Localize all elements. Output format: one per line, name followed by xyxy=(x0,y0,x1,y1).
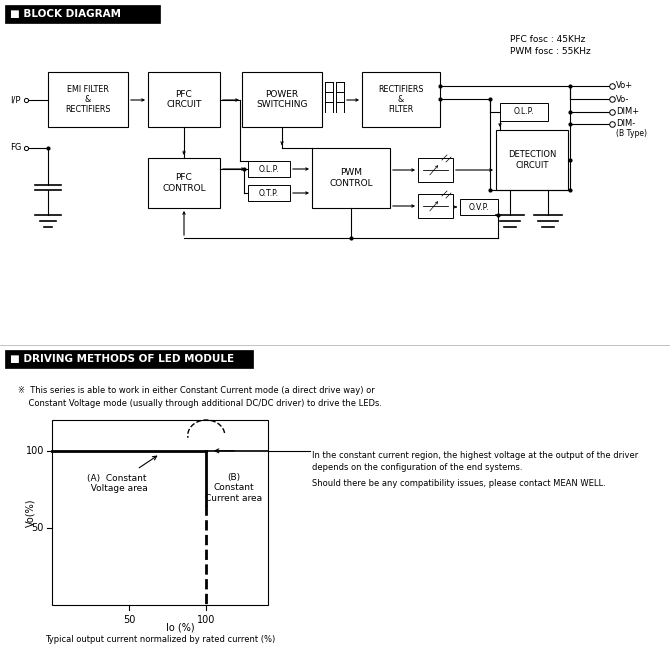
Text: 50: 50 xyxy=(123,615,135,625)
Bar xyxy=(148,72,220,127)
Text: PFC
CIRCUIT: PFC CIRCUIT xyxy=(166,90,202,109)
Text: O.T.P.: O.T.P. xyxy=(259,188,279,198)
Bar xyxy=(418,158,453,182)
Text: O.V.P.: O.V.P. xyxy=(469,202,489,212)
Text: Vo-: Vo- xyxy=(616,95,629,103)
Bar xyxy=(460,199,498,215)
Text: DIM+: DIM+ xyxy=(616,107,639,117)
Bar xyxy=(52,420,268,605)
Bar xyxy=(418,194,453,218)
Text: (B)
Constant
Current area: (B) Constant Current area xyxy=(206,473,263,503)
Text: PFC fosc : 45KHz: PFC fosc : 45KHz xyxy=(510,35,586,45)
Text: O.L.P.: O.L.P. xyxy=(259,165,279,174)
Text: (B Type): (B Type) xyxy=(616,129,647,139)
Bar xyxy=(500,103,548,121)
Text: depends on the configuration of the end systems.: depends on the configuration of the end … xyxy=(312,464,523,472)
Bar xyxy=(362,72,440,127)
Text: PWM
CONTROL: PWM CONTROL xyxy=(329,168,373,188)
Bar xyxy=(248,185,290,201)
Text: FG: FG xyxy=(10,143,21,153)
Text: ■ BLOCK DIAGRAM: ■ BLOCK DIAGRAM xyxy=(10,9,121,19)
Bar xyxy=(496,130,568,190)
Text: (A)  Constant
  Voltage area: (A) Constant Voltage area xyxy=(86,474,148,493)
Text: Io (%): Io (%) xyxy=(165,623,194,633)
Bar xyxy=(148,158,220,208)
Bar xyxy=(248,161,290,177)
Text: ■ DRIVING METHODS OF LED MODULE: ■ DRIVING METHODS OF LED MODULE xyxy=(10,354,234,364)
Text: 100: 100 xyxy=(197,615,216,625)
Text: Vo+: Vo+ xyxy=(616,81,633,91)
Text: DETECTION
CIRCUIT: DETECTION CIRCUIT xyxy=(508,151,556,170)
Text: POWER
SWITCHING: POWER SWITCHING xyxy=(256,90,308,109)
Text: In the constant current region, the highest voltage at the output of the driver: In the constant current region, the high… xyxy=(312,452,639,460)
Text: O.L.P.: O.L.P. xyxy=(514,107,534,117)
Text: Vo(%): Vo(%) xyxy=(25,498,35,527)
Text: ※  This series is able to work in either Constant Current mode (a direct drive w: ※ This series is able to work in either … xyxy=(18,386,382,408)
Bar xyxy=(312,148,390,208)
Bar xyxy=(5,350,253,368)
Text: 100: 100 xyxy=(25,446,44,456)
Bar xyxy=(48,72,128,127)
Text: RECTIFIERS
&
FILTER: RECTIFIERS & FILTER xyxy=(379,85,423,115)
Text: Should there be any compatibility issues, please contact MEAN WELL.: Should there be any compatibility issues… xyxy=(312,480,606,488)
Text: PWM fosc : 55KHz: PWM fosc : 55KHz xyxy=(510,47,591,57)
Text: DIM-: DIM- xyxy=(616,119,635,129)
Text: 50: 50 xyxy=(31,523,44,533)
Bar xyxy=(242,72,322,127)
Text: EMI FILTER
&
RECTIFIERS: EMI FILTER & RECTIFIERS xyxy=(65,85,111,115)
Text: PFC
CONTROL: PFC CONTROL xyxy=(162,173,206,192)
Bar xyxy=(5,5,160,23)
Text: I/P: I/P xyxy=(10,95,21,105)
Text: Typical output current normalized by rated current (%): Typical output current normalized by rat… xyxy=(45,635,275,644)
